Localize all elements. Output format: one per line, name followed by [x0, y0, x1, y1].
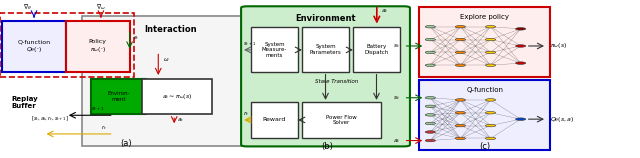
- Circle shape: [486, 124, 495, 127]
- Text: Interaction: Interaction: [145, 25, 197, 34]
- Circle shape: [425, 25, 435, 28]
- Circle shape: [516, 118, 525, 120]
- Text: Battery
Dispatch: Battery Dispatch: [364, 44, 388, 55]
- Circle shape: [425, 139, 435, 142]
- Text: $[s_t, a_t, r_t, s_{t+1}]$: $[s_t, a_t, r_t, s_{t+1}]$: [31, 114, 69, 123]
- Text: (c): (c): [479, 142, 490, 151]
- Text: Reward: Reward: [263, 117, 286, 122]
- Text: System
Parameters: System Parameters: [310, 44, 341, 55]
- Text: System
Measure-
ments: System Measure- ments: [262, 42, 287, 58]
- Circle shape: [425, 122, 435, 125]
- Circle shape: [425, 64, 435, 67]
- Circle shape: [455, 38, 465, 41]
- Text: $s_t$: $s_t$: [132, 34, 140, 42]
- Text: $\nabla_\theta$: $\nabla_\theta$: [23, 2, 32, 12]
- Text: Q-function
$Q_\theta(\cdot)$: Q-function $Q_\theta(\cdot)$: [17, 39, 51, 54]
- Text: Explore policy: Explore policy: [460, 14, 509, 20]
- Text: Environ-
ment: Environ- ment: [107, 91, 130, 102]
- FancyBboxPatch shape: [92, 79, 145, 115]
- FancyBboxPatch shape: [241, 6, 410, 146]
- Circle shape: [516, 28, 525, 30]
- Text: $s_{t+1}$: $s_{t+1}$: [243, 40, 256, 48]
- Circle shape: [486, 51, 495, 54]
- FancyBboxPatch shape: [301, 27, 349, 73]
- Text: $a_t \sim \pi_\omega(s)$: $a_t \sim \pi_\omega(s)$: [162, 92, 193, 101]
- Circle shape: [516, 62, 525, 64]
- FancyBboxPatch shape: [251, 27, 298, 73]
- Circle shape: [486, 112, 495, 114]
- Text: $a_t$: $a_t$: [393, 137, 401, 145]
- Circle shape: [455, 112, 465, 114]
- Circle shape: [486, 64, 495, 67]
- Circle shape: [425, 51, 435, 54]
- Text: $a_t$: $a_t$: [381, 8, 389, 15]
- Circle shape: [455, 137, 465, 140]
- Text: (b): (b): [321, 142, 333, 151]
- Circle shape: [425, 97, 435, 99]
- Circle shape: [425, 38, 435, 41]
- Text: $Q_\theta(s,a)$: $Q_\theta(s,a)$: [550, 115, 575, 124]
- Text: $s_t$: $s_t$: [394, 94, 401, 102]
- Circle shape: [516, 45, 525, 47]
- Text: $\pi_\omega(s)$: $\pi_\omega(s)$: [550, 42, 567, 51]
- Text: Q-function: Q-function: [467, 87, 503, 93]
- FancyBboxPatch shape: [419, 7, 550, 77]
- FancyBboxPatch shape: [142, 79, 212, 115]
- Circle shape: [425, 105, 435, 108]
- Circle shape: [455, 25, 465, 28]
- Text: Environment: Environment: [295, 14, 356, 23]
- Circle shape: [486, 38, 495, 41]
- Text: $s_t$: $s_t$: [394, 42, 401, 50]
- FancyBboxPatch shape: [251, 102, 298, 138]
- Text: $r_t$: $r_t$: [101, 123, 108, 132]
- Circle shape: [425, 131, 435, 133]
- FancyBboxPatch shape: [82, 16, 260, 146]
- Circle shape: [455, 64, 465, 67]
- Text: $\nabla_\omega$: $\nabla_\omega$: [96, 2, 106, 12]
- Circle shape: [486, 137, 495, 140]
- Circle shape: [425, 114, 435, 116]
- Text: $r_t$: $r_t$: [243, 109, 250, 118]
- Circle shape: [455, 99, 465, 101]
- FancyBboxPatch shape: [2, 21, 66, 73]
- Text: $a_t$: $a_t$: [177, 116, 184, 124]
- FancyBboxPatch shape: [419, 80, 550, 150]
- Text: Policy
$\pi_\omega(\cdot)$: Policy $\pi_\omega(\cdot)$: [89, 39, 107, 54]
- Circle shape: [486, 25, 495, 28]
- Circle shape: [486, 99, 495, 101]
- Text: State Transition: State Transition: [315, 79, 358, 84]
- FancyBboxPatch shape: [66, 21, 130, 73]
- Text: (a): (a): [120, 139, 132, 148]
- Text: Replay
Buffer: Replay Buffer: [12, 96, 38, 109]
- FancyBboxPatch shape: [353, 27, 401, 73]
- Text: $s_{t+1}$: $s_{t+1}$: [91, 106, 104, 113]
- Text: Power Flow
Solver: Power Flow Solver: [326, 115, 357, 125]
- FancyBboxPatch shape: [301, 102, 381, 138]
- Circle shape: [455, 124, 465, 127]
- Text: $\omega$: $\omega$: [163, 56, 169, 63]
- Circle shape: [455, 51, 465, 54]
